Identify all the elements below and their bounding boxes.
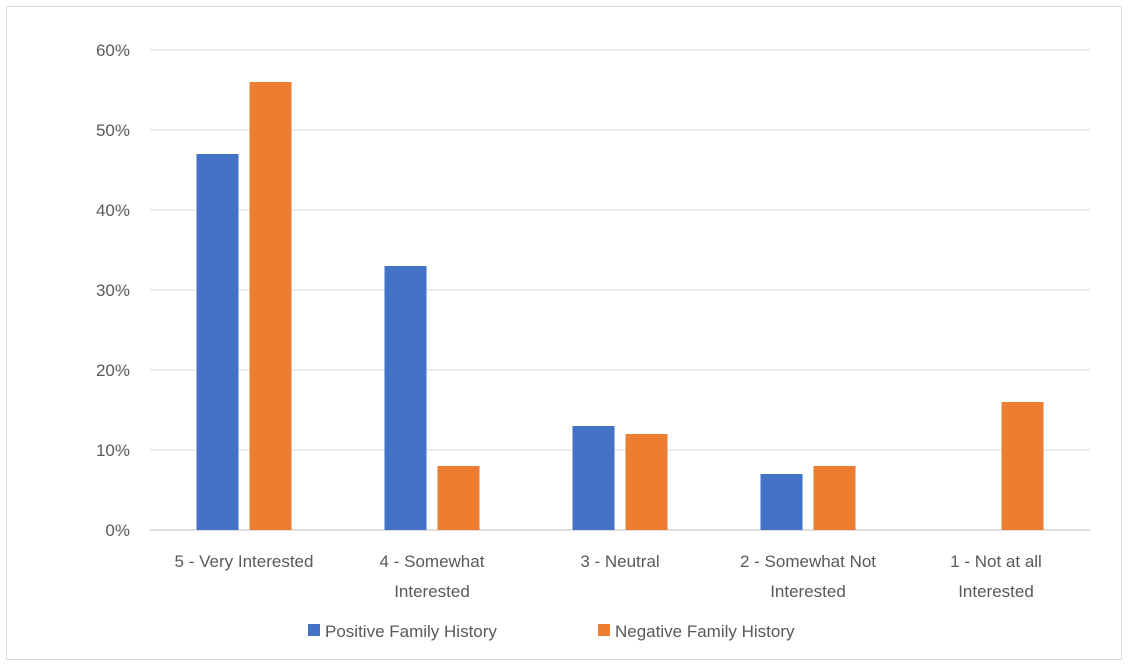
x-tick-label: Interested	[394, 582, 470, 601]
x-tick-label: Interested	[958, 582, 1034, 601]
x-tick-label: 1 - Not at all	[950, 552, 1042, 571]
x-axis: 5 - Very Interested 4 - Somewhat Intereste…	[175, 552, 1042, 601]
legend-label: Negative Family History	[615, 622, 795, 641]
bar-positive-family-history	[384, 266, 427, 530]
bar-negative-family-history	[625, 434, 668, 530]
bar-positive-family-history	[572, 426, 615, 530]
x-tick-label: 2 - Somewhat Not	[740, 552, 876, 571]
bar-negative-family-history	[249, 82, 292, 530]
x-tick-label: 5 - Very Interested	[175, 552, 314, 571]
legend-swatch	[598, 624, 610, 636]
y-tick-label: 40%	[96, 201, 130, 220]
y-tick-label: 10%	[96, 441, 130, 460]
legend-label: Positive Family History	[325, 622, 497, 641]
gridlines	[150, 49, 1090, 531]
x-tick-label: Interested	[770, 582, 846, 601]
y-tick-label: 50%	[96, 121, 130, 140]
x-tick-label: 3 - Neutral	[580, 552, 659, 571]
y-tick-label: 20%	[96, 361, 130, 380]
bars	[196, 82, 1044, 530]
chart-frame	[6, 6, 1122, 660]
y-axis: 0% 10% 20% 30% 40% 50% 60%	[96, 41, 130, 540]
y-tick-label: 60%	[96, 41, 130, 60]
legend: Positive Family History Negative Family H…	[308, 622, 795, 641]
x-tick-label: 4 - Somewhat	[380, 552, 485, 571]
y-tick-label: 30%	[96, 281, 130, 300]
bar-negative-family-history	[813, 466, 856, 530]
bar-positive-family-history	[196, 154, 239, 530]
bar-negative-family-history	[437, 466, 480, 530]
bar-positive-family-history	[760, 474, 803, 530]
legend-swatch	[308, 624, 320, 636]
y-tick-label: 0%	[105, 521, 130, 540]
bar-negative-family-history	[1001, 402, 1044, 530]
